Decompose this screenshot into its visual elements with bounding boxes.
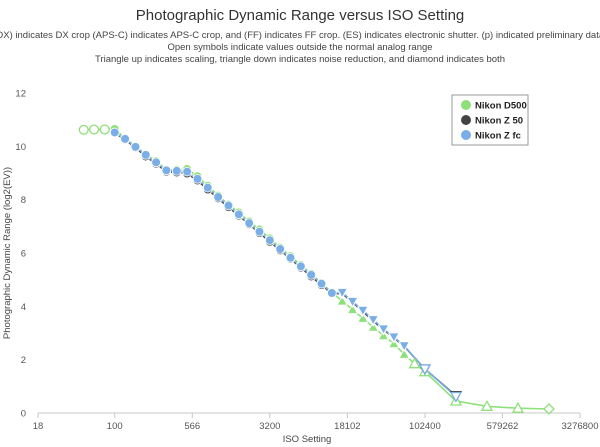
y-tick-label: 10 [15,142,26,153]
series-points-2 [109,127,463,403]
axes-layer: 18 100 566 3200 18102 102400 579262 3276800 0 2 4 6… [15,89,598,433]
data-point [285,252,296,263]
y-axis-title: Photographic Dynamic Range (log2(EV)) [2,167,13,339]
legend-swatch [461,130,471,140]
x-tick-label: 579262 [487,421,519,432]
data-point [192,174,203,184]
data-point [244,218,254,228]
x-tick-label: 3200 [259,421,280,432]
data-point [449,391,463,403]
chart-title: Photographic Dynamic Range versus ISO Se… [136,7,465,24]
data-point [275,244,285,254]
data-point [327,288,337,298]
data-point [89,124,100,135]
x-axis-title: ISO Setting [283,434,332,445]
y-tick-label: 12 [15,89,26,100]
data-point [408,357,421,369]
x-tick-label: 566 [184,421,200,432]
data-point [265,235,275,246]
series-lines-layer [83,128,550,410]
data-point [367,315,379,326]
data-point [223,200,234,211]
data-point [511,401,525,413]
data-point [254,226,265,237]
x-tick-label: 102400 [409,421,441,432]
data-point [377,324,390,335]
legend-swatch [461,100,471,110]
data-point [388,332,400,343]
data-point [336,288,348,299]
data-point [543,403,555,415]
y-tick-label: 4 [21,302,26,313]
x-tick-label: 18102 [334,421,360,432]
legend-item[interactable]: Nikon D500 [461,100,527,112]
data-point [140,150,151,160]
data-point [346,303,359,314]
data-point [78,124,89,135]
x-tick-label: 18 [33,421,44,432]
series-points-layer [78,124,555,415]
data-point [161,165,172,176]
data-point [398,341,410,352]
data-point [357,312,369,323]
data-point [336,295,348,306]
legend-item[interactable]: Nikon Z fc [461,130,521,142]
data-point [398,348,410,359]
chart-subtitle-line-1: (DX) indicates DX crop (APS-C) indicates… [0,30,600,41]
legend-label: Nikon D500 [475,101,527,112]
data-point [234,209,244,220]
data-point [316,278,327,289]
data-point [99,124,110,135]
data-point [182,166,192,177]
y-tick-label: 6 [21,249,26,260]
series-points-0 [78,124,555,415]
data-point [480,399,494,411]
legend-swatch [461,115,471,125]
chart-subtitle-line-2: Open symbols indicate values outside the… [167,42,432,53]
y-tick-label: 2 [21,355,26,366]
data-point [109,127,120,138]
legend-label: Nikon Z fc [475,131,521,142]
legend-label: Nikon Z 50 [475,116,523,127]
legend[interactable]: Nikon D500 Nikon Z 50 Nikon Z fc [451,94,529,146]
data-point [171,166,182,176]
legend-item[interactable]: Nikon Z 50 [461,115,523,127]
chart-subtitle-line-3: Triangle up indicates scaling, triangle … [95,54,505,65]
data-point [306,270,316,280]
data-point [357,305,369,317]
data-point [346,297,359,308]
data-point [213,192,223,202]
x-tick-label: 100 [107,421,123,432]
data-point [202,182,213,193]
data-point [418,364,432,376]
data-point [296,261,306,272]
y-tick-label: 0 [21,409,26,420]
series-line-0 [83,128,550,410]
data-point [130,142,141,152]
y-tick-label: 8 [21,195,26,206]
data-point [120,134,130,144]
x-tick-label: 3276800 [562,421,599,432]
data-point [151,157,161,168]
